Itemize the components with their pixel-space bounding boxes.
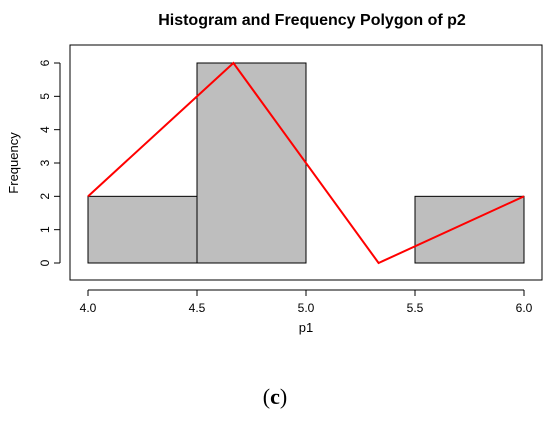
x-axis-label: p1 bbox=[299, 320, 313, 335]
caption-close: ) bbox=[279, 384, 288, 409]
caption-label: c bbox=[270, 384, 280, 409]
caption-open: ( bbox=[262, 384, 271, 409]
x-tick-label: 4.5 bbox=[189, 301, 206, 315]
y-tick-label: 0 bbox=[38, 259, 52, 266]
x-tick-label: 5.5 bbox=[407, 301, 424, 315]
plot-area: 4.0 4.5 5.0 5.5 6.0 0 1 2 3 4 5 6 bbox=[38, 44, 543, 315]
histogram-bar bbox=[414, 195, 525, 264]
y-tick-label: 3 bbox=[38, 159, 52, 166]
y-tick-label: 4 bbox=[38, 126, 52, 133]
frequency-polygon-line bbox=[87, 61, 525, 265]
x-tick-label: 4.0 bbox=[80, 301, 97, 315]
histogram-chart: Histogram and Frequency Polygon of p2 4.… bbox=[6, 12, 543, 335]
x-tick-label: 6.0 bbox=[516, 301, 533, 315]
x-tick-label: 5.0 bbox=[298, 301, 315, 315]
histogram-bar bbox=[87, 195, 198, 264]
y-axis-label: Frequency bbox=[6, 132, 21, 194]
plot-frame bbox=[69, 44, 543, 281]
y-tick-label: 6 bbox=[38, 59, 52, 66]
y-tick-label: 5 bbox=[38, 93, 52, 100]
y-tick-label: 1 bbox=[38, 226, 52, 233]
chart-title: Histogram and Frequency Polygon of p2 bbox=[158, 12, 466, 29]
y-tick-label: 2 bbox=[38, 193, 52, 200]
histogram-bar bbox=[196, 62, 307, 264]
figure-caption: (c) bbox=[0, 384, 550, 410]
